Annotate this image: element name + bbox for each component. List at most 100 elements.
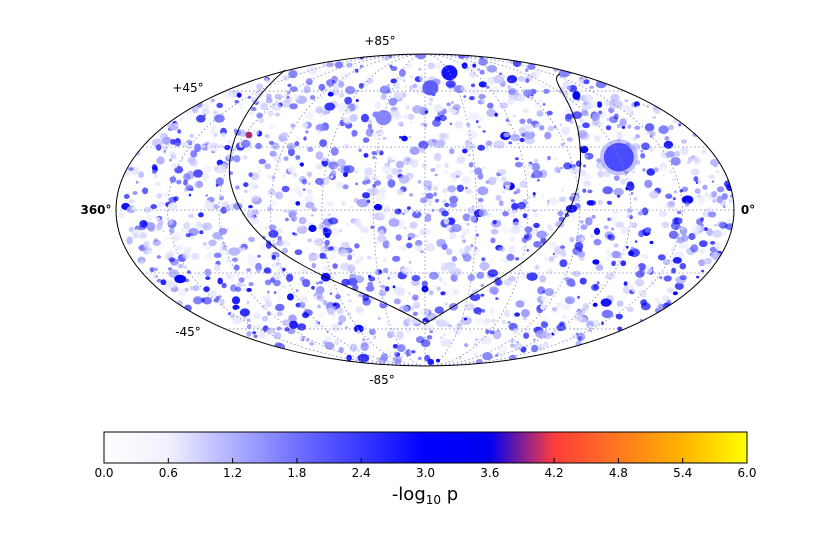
significance-spot [589,329,593,333]
significance-spot [334,339,340,346]
significance-spot [554,166,561,173]
significance-spot [155,144,162,151]
significance-spot [696,218,704,226]
significance-spot [319,95,324,99]
significance-spot [266,329,270,333]
significance-spot [461,62,468,69]
significance-spot [721,193,728,200]
significance-spot [676,210,682,215]
significance-spot [611,260,616,267]
significance-spot [534,69,542,76]
significance-spot [411,350,416,354]
significance-spot [507,211,516,218]
significance-spot [397,76,404,81]
significance-spot [517,76,526,82]
significance-spot [576,332,586,341]
significance-spot [495,194,502,201]
significance-spot [316,281,319,285]
significance-spot [629,110,635,117]
significance-spot [374,180,382,186]
significance-spot [310,214,314,217]
significance-spot [671,267,676,274]
significance-spot [485,85,490,89]
significance-spot [368,276,376,282]
significance-spot [402,79,406,82]
significance-spot [709,159,720,166]
significance-spot [408,260,412,264]
significance-spot [499,102,509,109]
significance-spot [499,169,507,176]
significance-spot [580,224,588,231]
significance-spot [491,86,500,94]
significance-spot [289,86,298,92]
significance-spot [515,257,520,261]
colorbar-tick-label: 5.4 [673,466,692,480]
colorbar-label-sub: 10 [426,493,441,507]
significance-spot [577,251,586,258]
significance-spot [679,274,687,281]
significance-spot [597,199,603,206]
significance-spot [241,247,246,252]
significance-spot [425,213,432,220]
significance-spot [324,221,332,229]
significance-spot [513,342,523,351]
significance-spot [597,122,604,128]
significance-spot [264,279,272,286]
significance-spot [317,294,325,302]
significance-spot [412,105,423,114]
significance-spot [344,326,349,329]
significance-spot [178,288,187,297]
significance-spot [346,293,351,297]
significance-spot [446,102,451,107]
significance-spot [633,197,638,201]
significance-spot [474,317,483,324]
significance-spot [274,93,283,100]
significance-spot [347,254,353,261]
significance-spot [716,186,725,193]
significance-spot [552,252,555,256]
significance-spot [561,189,565,192]
significance-spot [568,84,578,93]
significance-spot [528,95,534,101]
significance-spot [261,315,269,322]
significance-spot [524,163,533,170]
significance-spot [183,222,191,229]
significance-spot [560,250,567,257]
significance-spot [672,291,679,296]
meridian-line [424,54,683,366]
significance-spot [564,113,572,122]
significance-spot [391,167,399,176]
significance-spot [526,272,538,281]
significance-spot [566,85,572,90]
significance-spot [532,194,536,199]
significance-spot [439,336,443,339]
significance-spot [232,304,240,310]
significance-spot [338,228,344,233]
significance-spot [562,186,564,189]
significance-spot [481,309,486,313]
significance-spot [152,239,162,246]
significance-spot [533,241,542,248]
significance-spot [510,338,515,343]
significance-spot [203,165,212,173]
significance-spot [605,274,611,280]
significance-spot [326,61,334,68]
significance-spot [347,264,356,273]
significance-spot [448,269,454,274]
significance-spot [418,140,429,150]
significance-spot [232,257,238,262]
lat-label-upper-left: +45° [172,81,203,95]
colorbar-tick-label: 0.0 [94,466,113,480]
significance-spot [443,333,446,337]
significance-spot [145,222,156,231]
significance-spot [414,244,423,251]
significance-spot [427,138,439,147]
significance-spot [155,181,161,187]
significance-spot [626,214,631,218]
significance-spot [577,129,588,139]
significance-spot [523,130,536,140]
significance-spot [516,186,520,189]
significance-spot [593,239,602,246]
significance-spot [307,238,313,243]
significance-spot [275,303,285,312]
